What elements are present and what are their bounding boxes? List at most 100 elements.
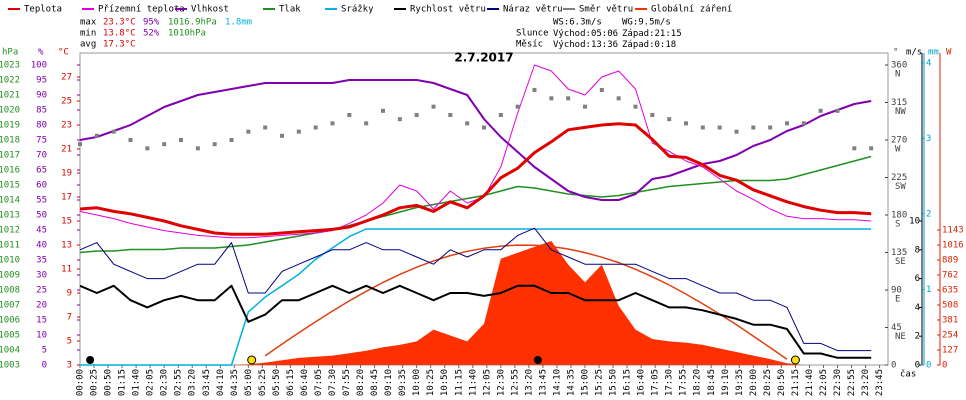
- x-tick-label: 13:20: [524, 369, 534, 396]
- x-axis-label: čas: [900, 369, 916, 380]
- label: Západ:: [622, 29, 655, 39]
- x-tick-label: 01:15: [118, 369, 128, 396]
- y-tick-label: 1016: [942, 241, 964, 251]
- direction-dot: [818, 108, 823, 113]
- y-tick-label: 35: [36, 256, 47, 266]
- x-tick-label: 21:15: [791, 369, 801, 396]
- direction-dot: [852, 146, 857, 151]
- y-tick-label: 90: [36, 91, 47, 101]
- time: 13:36: [591, 40, 618, 50]
- x-tick-label: 09:10: [384, 369, 394, 396]
- label: Východ:: [553, 40, 591, 50]
- stat: 1.8mm: [225, 18, 252, 28]
- y-tick-label: 90: [891, 286, 902, 296]
- direction-dot: [768, 125, 773, 130]
- direction-dot: [296, 129, 301, 134]
- legend-label: Teplota: [24, 5, 62, 15]
- x-tick-label: 22:30: [833, 369, 843, 396]
- direction-dot: [263, 125, 268, 130]
- x-tick-label: 10:00: [412, 369, 422, 396]
- stat: 17.3°C: [103, 40, 136, 50]
- y-tick-label: 95: [36, 76, 47, 86]
- y-tick-label: 1006: [0, 316, 20, 326]
- sun-marker: [247, 355, 257, 365]
- time: 21:15: [655, 29, 682, 39]
- y-tick-label: 127: [942, 346, 958, 356]
- direction-dot: [734, 129, 739, 134]
- axis-unit: °: [893, 48, 898, 58]
- legend-label: Globální záření: [651, 5, 732, 15]
- sun-marker: [790, 355, 800, 365]
- direction-dot: [347, 113, 352, 117]
- y-tick-label: 30: [36, 271, 47, 281]
- wind-stat: WS:6.3m/s: [553, 18, 602, 28]
- legend-label: Přízemní teplota: [98, 5, 185, 15]
- direction-dot: [397, 117, 402, 122]
- x-tick-label: 06:40: [300, 369, 310, 396]
- axis-unit: m/s: [906, 48, 922, 58]
- legend-label: Směr větru: [579, 5, 633, 15]
- direction-dot: [465, 121, 470, 126]
- x-tick-label: 20:00: [749, 369, 759, 396]
- y-tick-label: 85: [36, 106, 47, 116]
- radiation-area: [80, 241, 872, 365]
- label: Západ:: [622, 40, 655, 50]
- x-tick-label: 13:45: [538, 369, 548, 396]
- x-tick-label: 10:50: [440, 369, 450, 396]
- direction-dot: [195, 146, 200, 151]
- y-tick-label: 0: [891, 361, 896, 371]
- axis-unit: W: [946, 48, 952, 58]
- x-tick-label: 20:50: [777, 369, 787, 396]
- x-tick-label: 16:40: [637, 369, 647, 396]
- y-tick-label: 6: [915, 274, 920, 284]
- y-tick-label: 1008: [0, 286, 20, 296]
- y-tick-label: 3: [67, 361, 72, 371]
- x-tick-label: 11:15: [454, 369, 464, 396]
- y-tick-label: 1019: [0, 121, 20, 131]
- moon-rise: Východ:13:36: [553, 40, 618, 50]
- y-tick-label: 762: [942, 271, 958, 281]
- y-tick-label: 1022: [0, 76, 20, 86]
- y-tick-label: 80: [36, 121, 47, 131]
- y-tick-label: 8: [915, 245, 920, 255]
- direction-dot: [364, 121, 369, 126]
- y-tick-label: 15: [61, 217, 72, 227]
- stat: 13.8°C: [103, 29, 136, 39]
- x-tick-label: 03:45: [202, 369, 212, 396]
- y-tick-label: 5: [42, 346, 47, 356]
- x-tick-label: 11:40: [468, 369, 478, 396]
- x-tick-label: 05:00: [244, 369, 254, 396]
- legend-label: Srážky: [341, 5, 374, 15]
- y-tick-label: 315: [891, 98, 907, 108]
- x-tick-label: 19:10: [721, 369, 731, 396]
- x-tick-label: 06:15: [286, 369, 296, 396]
- stat: 1010hPa: [168, 29, 206, 39]
- axis-unit: mm: [928, 48, 939, 58]
- x-tick-label: 07:05: [314, 369, 324, 396]
- series-line: [80, 228, 872, 366]
- wind-stat: WG:9.5m/s: [622, 18, 671, 28]
- y-tick-label: 1004: [0, 346, 20, 356]
- axis-unit: %: [38, 48, 44, 58]
- y-tick-label: 15: [36, 316, 47, 326]
- direction-dot: [549, 96, 554, 101]
- y-tick-label: 1017: [0, 151, 20, 161]
- x-tick-label: 17:05: [651, 369, 661, 396]
- y-tick-label: 635: [942, 286, 958, 296]
- direction-dot: [330, 121, 335, 126]
- direction-dot: [650, 113, 655, 117]
- y-tick-label: 9: [67, 289, 72, 299]
- y-tick-label: 1010: [0, 256, 20, 266]
- y-tick-label: 1021: [0, 91, 20, 101]
- moon-marker: [533, 356, 542, 364]
- stat: avg: [80, 40, 96, 50]
- x-tick-label: 16:15: [623, 369, 633, 396]
- direction-dot: [162, 142, 167, 147]
- y-tick-label: 45: [36, 226, 47, 236]
- direction-dot: [145, 146, 150, 151]
- y-tick-label: 13: [61, 241, 72, 251]
- direction-dot: [94, 133, 99, 138]
- y-tick-label: 55: [36, 196, 47, 206]
- time: 05:06: [591, 29, 618, 39]
- moon-set: Západ:0:18: [622, 40, 676, 50]
